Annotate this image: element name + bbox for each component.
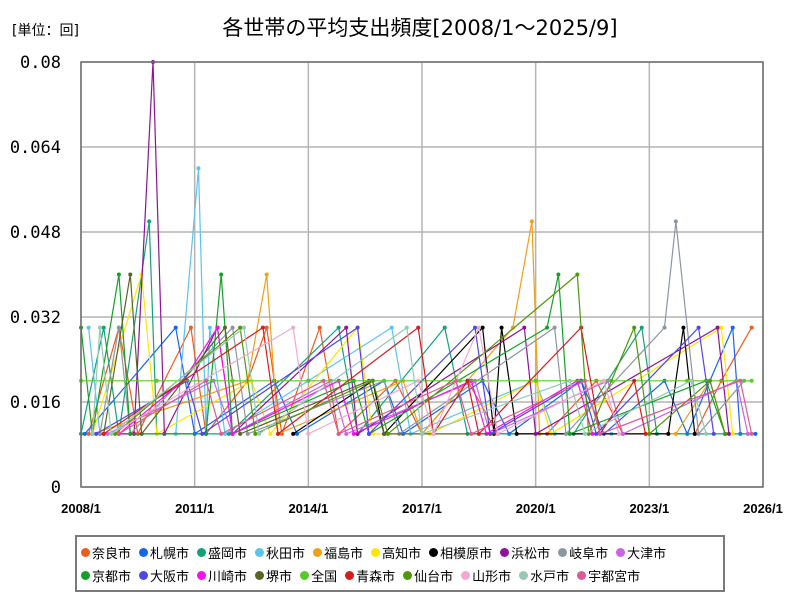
legend-label: 浜松市 xyxy=(511,547,551,562)
legend-label: 山形市 xyxy=(472,570,512,585)
x-tick-label: 2014/1 xyxy=(288,501,328,516)
legend-label: 京都市 xyxy=(92,570,132,585)
y-tick-label: 0.08 xyxy=(20,53,61,73)
legend-marker-icon xyxy=(403,571,413,580)
legend-item: 大津市 xyxy=(616,543,666,562)
y-tick-label: 0.016 xyxy=(10,393,61,413)
legend-item: 水戸市 xyxy=(519,566,569,585)
legend-marker-icon xyxy=(139,548,149,557)
legend-item: 浜松市 xyxy=(500,543,550,562)
legend-marker-icon xyxy=(81,571,90,580)
legend-item: 札幌市 xyxy=(139,543,189,562)
legend-marker-icon xyxy=(461,571,471,580)
legend-row: 奈良市 札幌市 盛岡市 秋田市 福島市 高知市 相模原市 浜松市 岐阜市 大津市 xyxy=(81,541,723,564)
legend-label: 奈良市 xyxy=(92,547,132,562)
legend-item: 京都市 xyxy=(81,566,131,585)
legend-label: 福島市 xyxy=(324,547,364,562)
x-tick-label: 2020/1 xyxy=(516,501,556,516)
legend-marker-icon xyxy=(616,548,626,557)
legend-marker-icon xyxy=(429,548,439,557)
legend-marker-icon xyxy=(197,548,207,557)
data-series xyxy=(79,60,758,436)
x-axis-ticks: 2008/1 2011/1 2014/1 2017/1 2020/1 2023/1 2026… xyxy=(61,501,783,516)
legend-item: 福島市 xyxy=(313,543,363,562)
y-tick-label: 0.048 xyxy=(10,223,61,243)
legend-marker-icon xyxy=(519,571,529,580)
legend-item: 川崎市 xyxy=(197,566,247,585)
axes xyxy=(80,61,764,488)
legend-item: 山形市 xyxy=(461,566,511,585)
x-tick-label: 2026/1 xyxy=(743,501,783,516)
legend-item: 岐阜市 xyxy=(558,543,608,562)
chart-title: 各世帯の平均支出頻度[2008/1～2025/9] xyxy=(222,16,618,40)
legend-marker-icon xyxy=(139,571,149,580)
legend-marker-icon xyxy=(255,571,265,580)
legend-label: 秋田市 xyxy=(266,547,306,562)
legend-label: 全国 xyxy=(311,570,338,585)
legend-marker-icon xyxy=(577,571,587,580)
legend-marker-icon xyxy=(197,571,207,580)
legend-label: 宇都宮市 xyxy=(588,570,641,585)
legend: 奈良市 札幌市 盛岡市 秋田市 福島市 高知市 相模原市 浜松市 岐阜市 大津市 京都市 大阪市 川崎… xyxy=(75,535,725,592)
legend-marker-icon xyxy=(345,571,355,580)
legend-item: 高知市 xyxy=(371,543,421,562)
legend-label: 青森市 xyxy=(356,570,396,585)
legend-item: 秋田市 xyxy=(255,543,305,562)
legend-label: 川崎市 xyxy=(208,570,248,585)
legend-item: 盛岡市 xyxy=(197,543,247,562)
legend-marker-icon xyxy=(300,571,310,580)
legend-item: 仙台市 xyxy=(403,566,453,585)
legend-label: 高知市 xyxy=(382,547,422,562)
legend-label: 札幌市 xyxy=(150,547,190,562)
y-tick-label: 0 xyxy=(51,478,61,498)
legend-label: 大阪市 xyxy=(150,570,190,585)
unit-label: [単位：回] xyxy=(12,23,79,39)
x-tick-label: 2017/1 xyxy=(402,501,442,516)
legend-item: 大阪市 xyxy=(139,566,189,585)
x-tick-label: 2008/1 xyxy=(61,501,101,516)
legend-marker-icon xyxy=(558,548,568,557)
x-tick-label: 2011/1 xyxy=(175,501,214,516)
legend-item: 青森市 xyxy=(345,566,395,585)
legend-marker-icon xyxy=(500,548,510,557)
y-axis-ticks: 0 0.016 0.032 0.048 0.064 0.08 xyxy=(10,53,61,498)
legend-marker-icon xyxy=(81,548,90,557)
legend-label: 岐阜市 xyxy=(569,547,609,562)
x-tick-label: 2023/1 xyxy=(629,501,669,516)
legend-marker-icon xyxy=(371,548,381,557)
legend-label: 仙台市 xyxy=(414,570,454,585)
legend-marker-icon xyxy=(255,548,265,557)
y-tick-label: 0.064 xyxy=(10,138,61,158)
legend-label: 相模原市 xyxy=(440,547,493,562)
legend-label: 堺市 xyxy=(266,570,293,585)
legend-item: 堺市 xyxy=(255,566,292,585)
legend-label: 盛岡市 xyxy=(208,547,248,562)
y-tick-label: 0.032 xyxy=(10,308,61,328)
legend-item: 相模原市 xyxy=(429,543,492,562)
legend-row: 京都市 大阪市 川崎市 堺市 全国 青森市 仙台市 山形市 水戸市 宇都宮市 xyxy=(81,564,723,587)
legend-label: 水戸市 xyxy=(530,570,570,585)
legend-item: 奈良市 xyxy=(81,543,131,562)
legend-item: 宇都宮市 xyxy=(577,566,640,585)
legend-marker-icon xyxy=(313,548,323,557)
legend-label: 大津市 xyxy=(627,547,667,562)
legend-item: 全国 xyxy=(300,566,337,585)
